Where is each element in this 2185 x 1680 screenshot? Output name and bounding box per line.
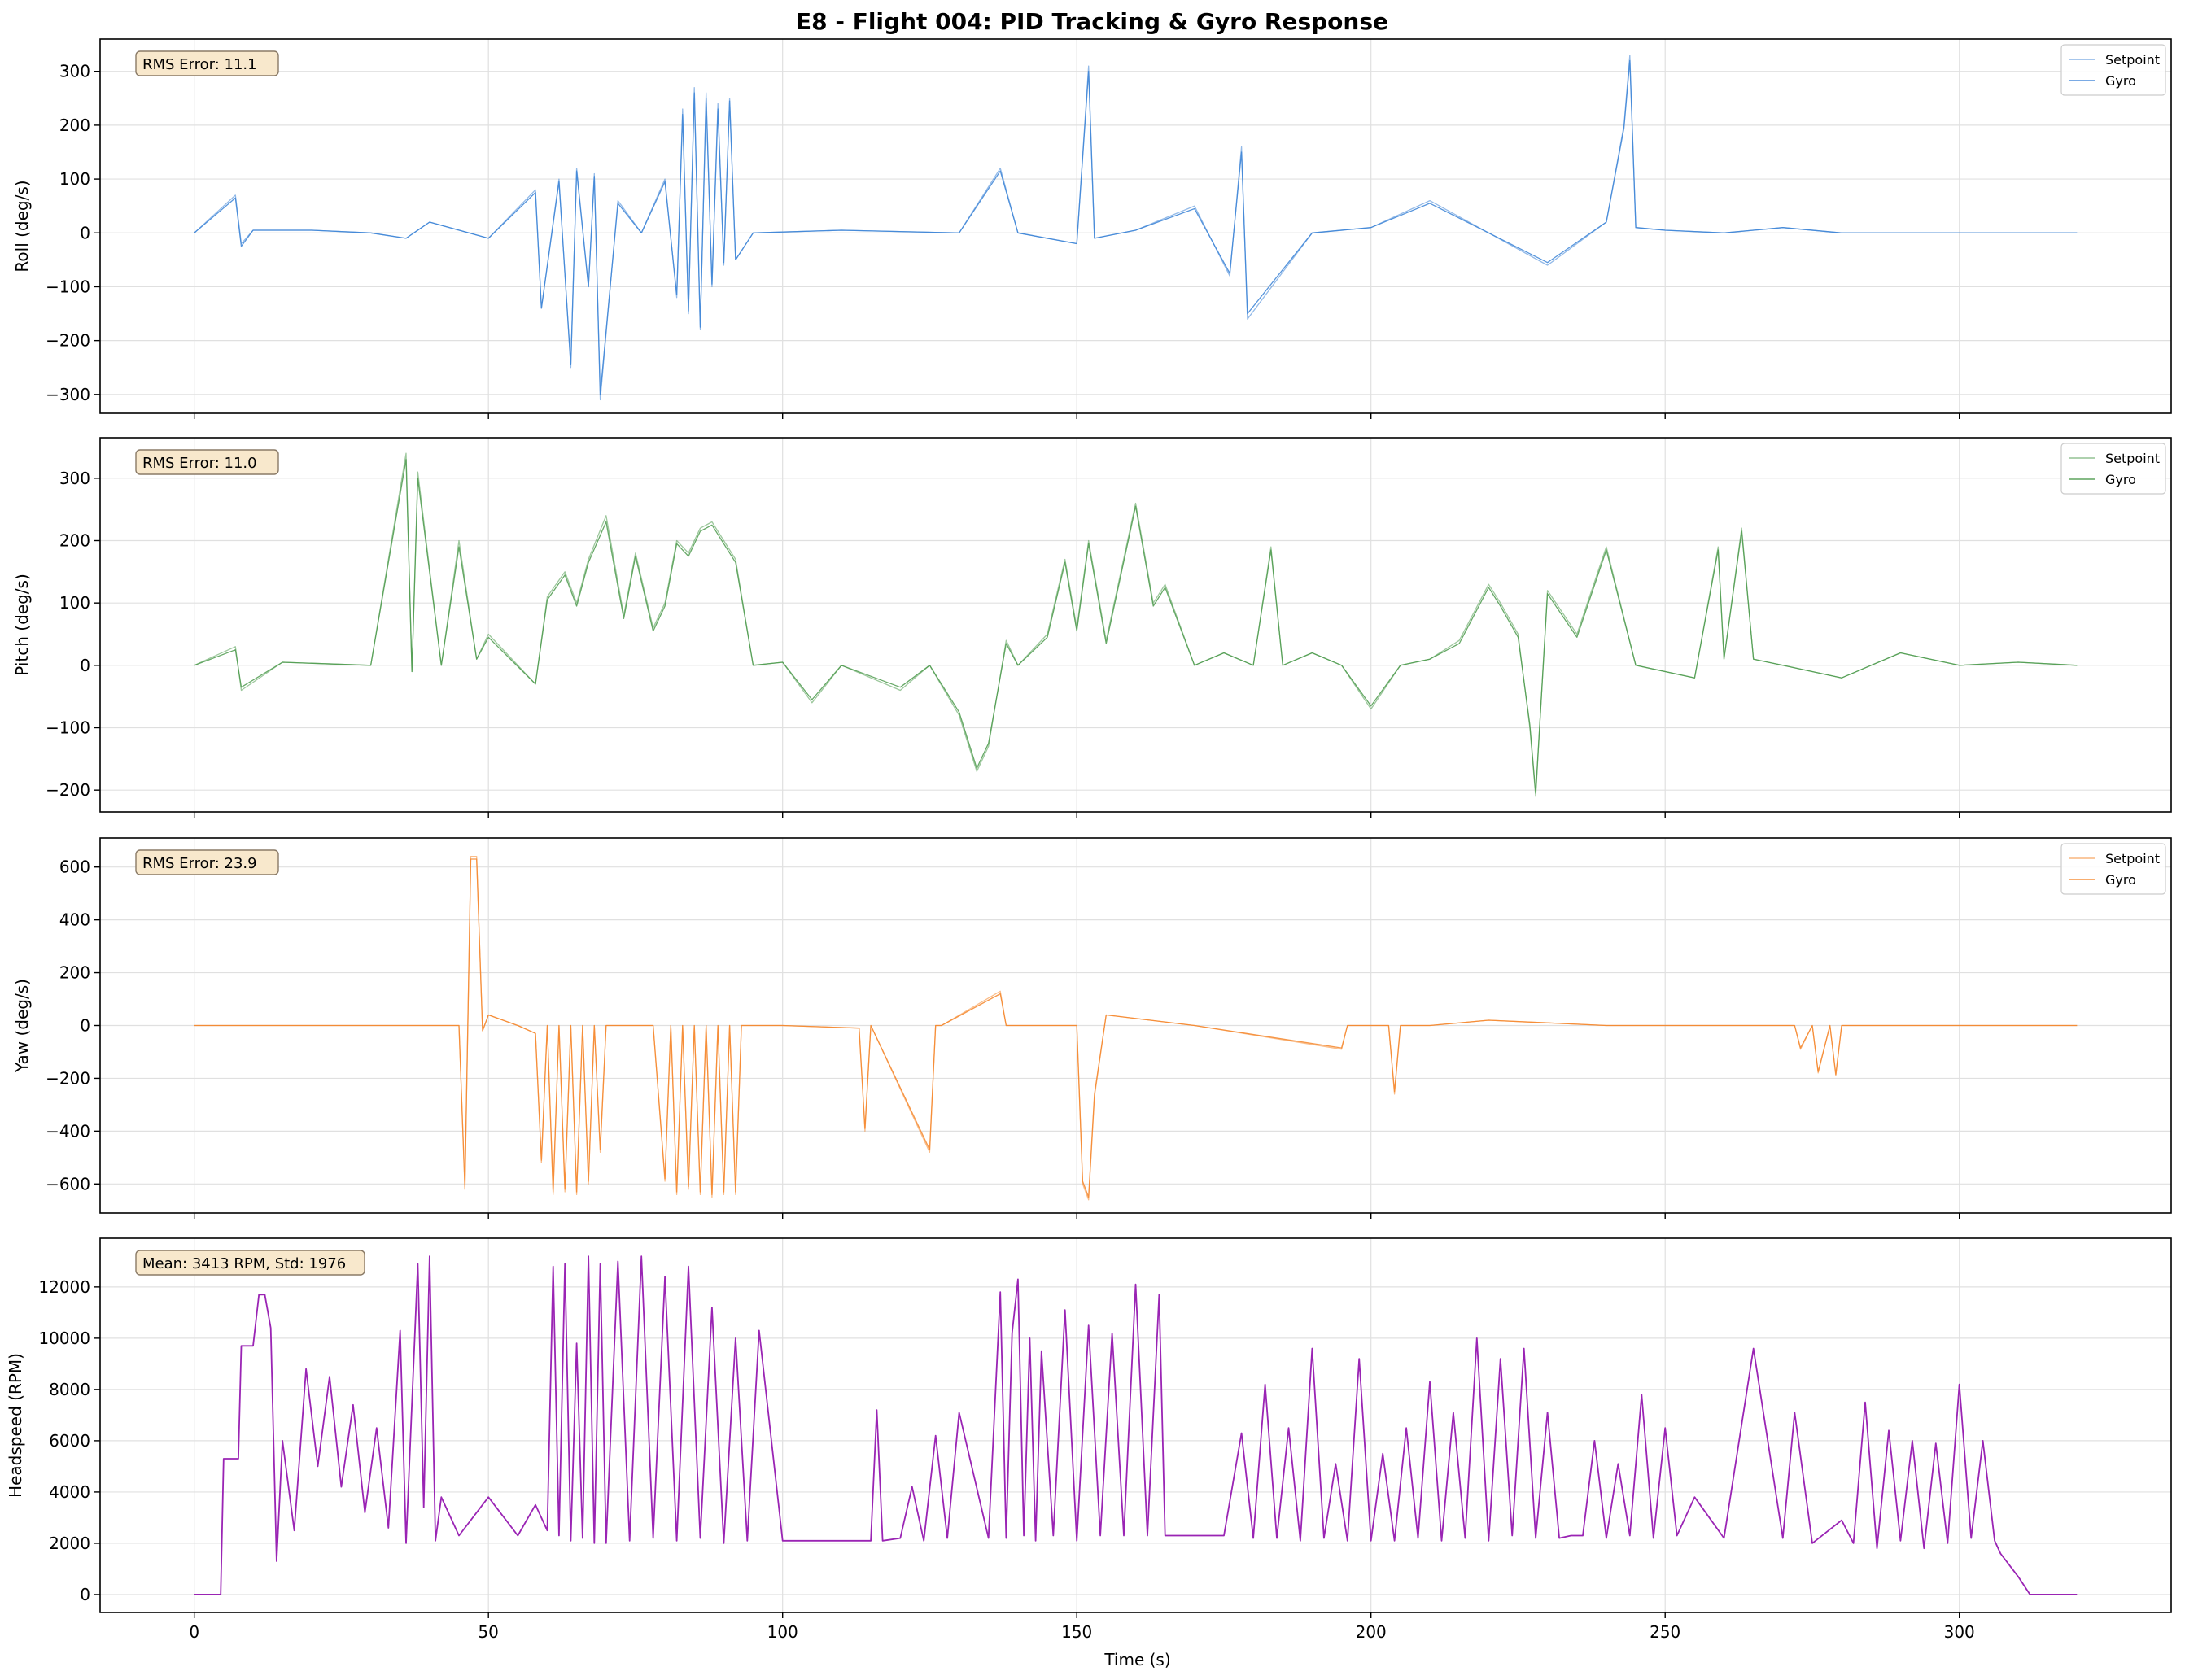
series-line-setpoint [194,452,2078,797]
series-line-setpoint [194,55,2078,401]
y-tick-label: 400 [59,910,90,930]
legend: Setpoint Gyro [2060,44,2166,96]
legend-box [2060,843,2166,895]
y-axis-label: Roll (deg/s) [12,180,32,272]
annotation-text: RMS Error: 11.0 [142,455,257,472]
axes-frame [99,1237,2172,1613]
y-tick-label: 100 [59,169,90,189]
y-tick-label: 6000 [49,1431,90,1451]
subplot-headspeed: 0 2000 4000 6000 8000 10000 12000 0 50 100 150 200 2… [6,1237,2172,1642]
y-tick-label: 8000 [49,1380,90,1399]
y-tick-label: 300 [59,62,90,81]
legend-label-setpoint: Setpoint [2105,451,2160,466]
x-tick-label: 150 [1061,1622,1092,1642]
legend-label-gyro: Gyro [2105,73,2136,89]
series-line-setpoint [194,856,2078,1201]
y-tick-label: −400 [46,1121,90,1141]
subplot-roll: −300 −200 −100 0 100 200 300 Roll (deg/s) RMS Er… [12,38,2172,419]
series-line-gyro [194,59,2078,395]
legend: Setpoint Gyro [2060,443,2166,495]
y-tick-label: 200 [59,963,90,983]
x-tick-label: 0 [189,1622,199,1642]
legend-box [2060,443,2166,495]
y-tick-label: 0 [80,1016,90,1036]
annotation-text: RMS Error: 23.9 [142,855,257,872]
annotation: RMS Error: 11.1 [135,50,279,76]
figure-title: E8 - Flight 004: PID Tracking & Gyro Res… [796,8,1388,35]
annotation-box [135,849,279,875]
y-tick-label: 0 [80,223,90,242]
x-tick-label: 300 [1944,1622,1975,1642]
legend-label-setpoint: Setpoint [2105,52,2160,68]
axes-frame [99,437,2172,813]
legend: Setpoint Gyro [2060,843,2166,895]
series-group [194,55,2078,401]
y-tick-label: 12000 [38,1277,90,1297]
y-axis-label: Yaw (deg/s) [12,979,32,1073]
y-tick-label: 300 [59,469,90,488]
axes-frame [99,38,2172,414]
x-tick-label: 250 [1650,1622,1680,1642]
y-tick-label: 4000 [49,1482,90,1502]
annotation-text: Mean: 3413 RPM, Std: 1976 [142,1255,346,1272]
legend-label-setpoint: Setpoint [2105,851,2160,866]
annotation: Mean: 3413 RPM, Std: 1976 [135,1250,365,1276]
y-tick-label: 200 [59,531,90,551]
subplot-pitch: −200 −100 0 100 200 300 Pitch (deg/s) RMS Error… [12,437,2172,818]
subplot-yaw: −600 −400 −200 0 200 400 600 Yaw (deg/s) RMS Err… [12,837,2172,1219]
y-tick-label: −600 [46,1174,90,1193]
annotation-text: RMS Error: 11.1 [142,56,257,73]
y-tick-label: −200 [46,331,90,351]
series-group [194,856,2078,1201]
y-axis-label: Pitch (deg/s) [12,574,32,676]
y-tick-label: 100 [59,593,90,613]
y-tick-label: 0 [80,656,90,675]
annotation: RMS Error: 11.0 [135,449,279,475]
series-group [194,1255,2078,1595]
y-axis-label: Headspeed (RPM) [6,1353,25,1498]
x-tick-label: 100 [767,1622,798,1642]
x-tick-label: 50 [478,1622,498,1642]
y-tick-label: 200 [59,116,90,135]
legend-label-gyro: Gyro [2105,872,2136,888]
y-tick-label: −200 [46,1068,90,1088]
y-tick-label: 2000 [49,1534,90,1553]
annotation-box [135,449,279,475]
annotation: RMS Error: 23.9 [135,849,279,875]
series-line-gyro [194,459,2078,794]
x-tick-label: 200 [1356,1622,1387,1642]
y-tick-label: 0 [80,1585,90,1604]
y-tick-label: −200 [46,780,90,800]
series-group [194,452,2078,797]
y-tick-label: −100 [46,277,90,296]
series-line-headspeed [194,1255,2078,1595]
legend-box [2060,44,2166,96]
x-axis-label: Time (s) [1103,1650,1170,1669]
y-tick-label: 600 [59,857,90,877]
series-line-gyro [194,858,2078,1198]
y-tick-label: 10000 [38,1329,90,1348]
annotation-box [135,1250,365,1276]
y-tick-label: −300 [46,385,90,404]
annotation-box [135,50,279,76]
legend-label-gyro: Gyro [2105,472,2136,487]
y-tick-label: −100 [46,718,90,738]
subplots: −300 −200 −100 0 100 200 300 Roll (deg/s) RMS Er… [6,38,2172,1642]
